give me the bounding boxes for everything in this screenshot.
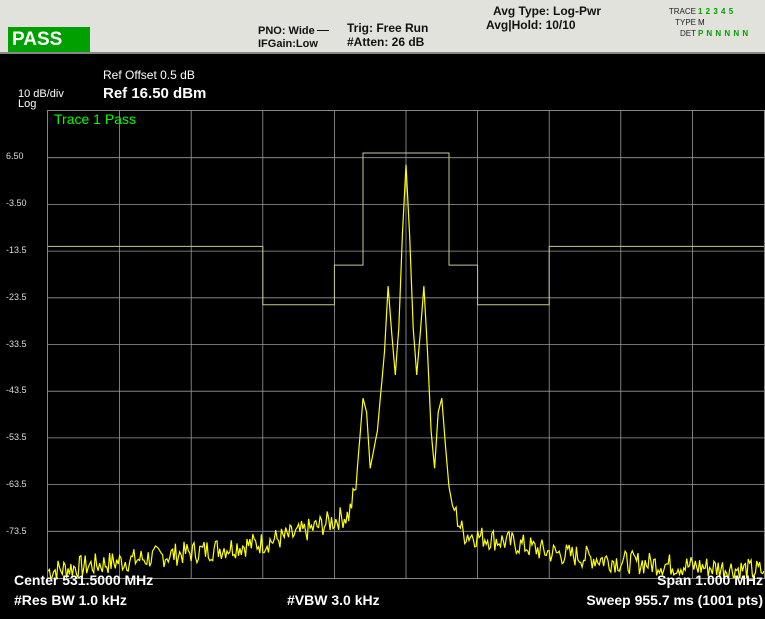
vbw-text: #VBW 3.0 kHz xyxy=(287,592,380,608)
log-text: Log xyxy=(18,98,36,110)
y-tick-label: -73.5 xyxy=(6,526,44,536)
y-tick-label: -13.5 xyxy=(6,245,44,255)
det-value: P N N N N N xyxy=(698,28,749,39)
trace-status: Trace 1 Pass xyxy=(54,111,136,127)
res-bw-text: #Res BW 1.0 kHz xyxy=(14,592,127,608)
ifgain-text: IFGain:Low xyxy=(258,38,318,50)
y-tick-label: -23.5 xyxy=(6,292,44,302)
ref-level-text: Ref 16.50 dBm xyxy=(103,85,206,102)
y-tick-label: -63.5 xyxy=(6,479,44,489)
pno-text: PNO: Wide xyxy=(258,25,315,37)
type-label: TYPE xyxy=(656,17,696,28)
center-frequency: Center 531.5000 MHz xyxy=(14,572,153,588)
y-tick-label: -33.5 xyxy=(6,339,44,349)
atten-text: #Atten: 26 dB xyxy=(347,35,424,49)
y-tick-label: -3.50 xyxy=(6,198,44,208)
pass-badge: PASS xyxy=(8,27,90,52)
trace-label: TRACE xyxy=(656,6,696,17)
det-label: DET xyxy=(656,28,696,39)
pno-arrow-icon xyxy=(317,30,329,31)
avg-type-text: Avg Type: Log-Pwr xyxy=(493,4,601,18)
y-tick-label: -43.5 xyxy=(6,385,44,395)
spectrum-plot: Trace 1 Pass xyxy=(47,110,765,579)
type-value: M xyxy=(698,17,705,28)
y-tick-label: 6.50 xyxy=(6,151,44,161)
span-text: Span 1.000 MHz xyxy=(657,572,763,588)
spectrum-svg xyxy=(48,111,764,578)
trace-panel: TRACE 1 2 3 4 5 TYPE M DET P N N N N N xyxy=(656,6,765,46)
ref-offset-text: Ref Offset 0.5 dB xyxy=(103,68,195,82)
avg-hold-text: Avg|Hold: 10/10 xyxy=(486,18,576,32)
y-tick-label: -53.5 xyxy=(6,432,44,442)
trace-value: 1 2 3 4 5 xyxy=(698,6,734,17)
sweep-text: Sweep 955.7 ms (1001 pts) xyxy=(586,592,763,608)
trig-text: Trig: Free Run xyxy=(347,21,428,35)
